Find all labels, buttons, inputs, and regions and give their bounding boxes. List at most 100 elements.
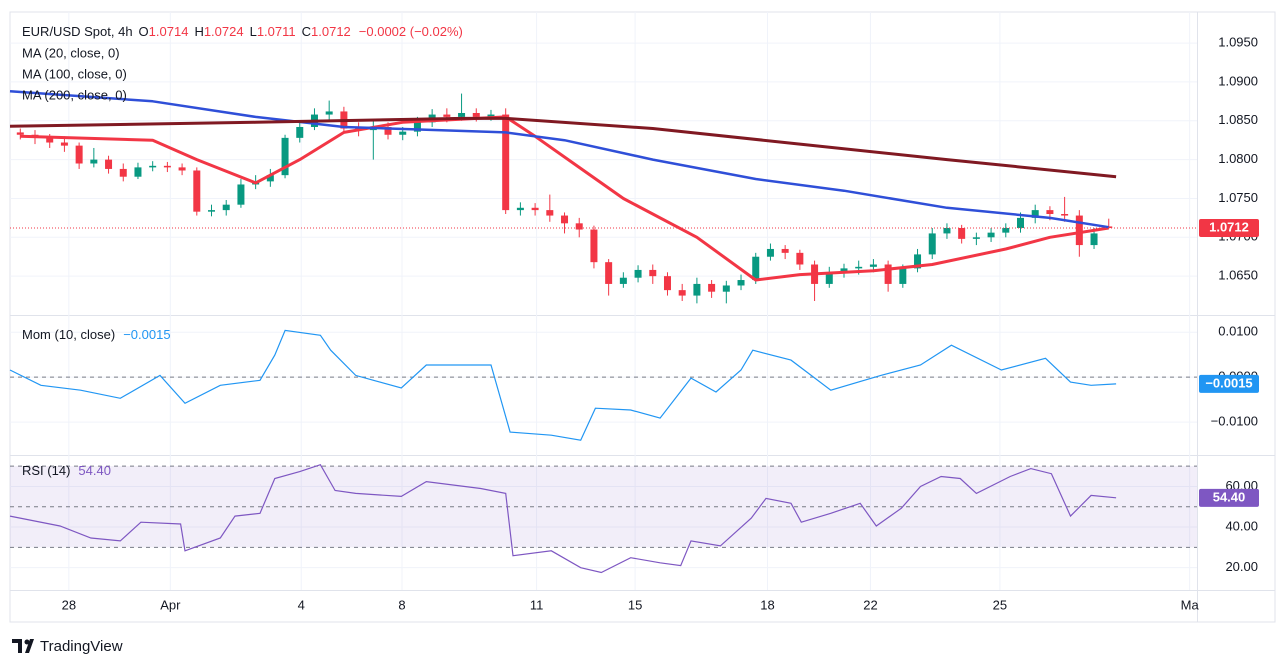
candle-body <box>1090 233 1098 246</box>
value-badge <box>1199 488 1259 507</box>
candle-body <box>296 126 304 138</box>
candle-body <box>663 276 671 291</box>
candle-body <box>634 269 642 278</box>
candle-body <box>619 277 627 284</box>
close-value: 1.0712 <box>311 24 351 39</box>
candle-body <box>222 204 230 211</box>
candle-body <box>708 283 716 292</box>
legend-item: MA (20, close, 0) <box>22 45 120 60</box>
x-tick-label: Apr <box>160 597 181 612</box>
candle-body <box>1046 210 1054 214</box>
candle-body <box>561 215 569 224</box>
y-tick-label: 40.00 <box>1225 518 1258 533</box>
candle-body <box>575 223 583 230</box>
key: C <box>302 24 311 39</box>
key: O <box>139 24 149 39</box>
indicator-line <box>9 329 1117 441</box>
candle-body <box>1031 210 1039 218</box>
x-tick-label: Ma <box>1181 597 1200 612</box>
candle-body <box>649 269 657 277</box>
indicator-value: 54.40 <box>78 463 111 478</box>
candle-body <box>943 227 951 234</box>
x-tick-label: 18 <box>760 597 774 612</box>
x-tick-label: 11 <box>530 597 544 612</box>
candle-body <box>693 283 701 296</box>
candle-body <box>987 232 995 238</box>
header: EUR/USD Spot, 4h O1.0714 H1.0724 L1.0711 C1.… <box>22 24 463 39</box>
logo-dot <box>24 639 30 645</box>
candle-body <box>1061 214 1069 216</box>
indicator-line <box>9 463 1117 574</box>
indicator-name: Mom (10, close) <box>22 327 115 342</box>
candle-body <box>928 233 936 255</box>
candle-body <box>75 145 83 164</box>
key: L <box>250 24 257 39</box>
candle-body <box>119 168 127 177</box>
candle-body <box>472 113 480 117</box>
candle-body <box>605 262 613 284</box>
candle-body <box>781 248 789 253</box>
moving-average <box>9 116 1117 179</box>
change: −0.0002 (−0.02%) <box>359 24 463 39</box>
logo: TradingView <box>12 638 123 655</box>
indicator-legend: Mom (10, close) −0.0015 <box>22 327 171 342</box>
candle-body <box>899 268 907 284</box>
candle-body <box>1075 215 1083 246</box>
high-value: 1.0724 <box>204 24 244 39</box>
y-tick-label: 1.0900 <box>1218 73 1258 88</box>
x-tick-label: 28 <box>62 597 76 612</box>
candle-body <box>516 207 524 211</box>
frame <box>9 11 1276 623</box>
value-badge-label: 54.40 <box>1213 489 1246 504</box>
candle-body <box>443 114 451 117</box>
candle-body <box>105 159 113 169</box>
candle-body <box>90 159 98 164</box>
candle-body <box>737 280 745 286</box>
value-badge-label: −0.0015 <box>1205 375 1252 390</box>
legend-item: MA (100, close, 0) <box>22 66 127 81</box>
candle-body <box>281 137 289 176</box>
indicator-legend: RSI (14) 54.40 <box>22 463 111 478</box>
candle-body <box>487 114 495 117</box>
candle-body <box>590 229 598 263</box>
legend-item: MA (200, close, 0) <box>22 87 127 102</box>
x-tick-label: 25 <box>993 597 1007 612</box>
candle-body <box>752 256 760 281</box>
indicator-value: −0.0015 <box>123 327 170 342</box>
y-tick-label: 1.0750 <box>1218 190 1258 205</box>
candle-body <box>46 137 54 143</box>
candle-body <box>766 248 774 257</box>
candle-body <box>266 175 274 182</box>
candle-body <box>869 264 877 267</box>
y-tick-label: 1.0950 <box>1218 35 1258 50</box>
candle-body <box>208 210 216 212</box>
candle-body <box>678 290 686 296</box>
candle-body <box>796 252 804 265</box>
candle-body <box>384 126 392 135</box>
candle-body <box>855 266 863 269</box>
brand: TradingView <box>40 638 123 655</box>
x-tick-label: 4 <box>298 597 305 612</box>
moving-average <box>9 89 1109 229</box>
candle-body <box>825 272 833 284</box>
candle-body <box>458 113 466 117</box>
candle-body <box>178 167 186 171</box>
y-tick-label: 0.0100 <box>1218 324 1258 339</box>
y-tick-label: 20.00 <box>1225 559 1258 574</box>
price-badge-label: 1.0712 <box>1209 219 1249 234</box>
x-tick-label: 15 <box>628 597 642 612</box>
candle-body <box>546 210 554 216</box>
candle-body <box>840 268 848 273</box>
indicator-name: RSI (14) <box>22 463 70 478</box>
moving-average <box>20 115 1109 282</box>
candle-body <box>399 131 407 135</box>
value-badge <box>1199 374 1259 393</box>
candle-body <box>325 111 333 115</box>
candle-body <box>413 122 421 132</box>
x-tick-label: 22 <box>863 597 877 612</box>
candle-body <box>193 170 201 212</box>
candle-body <box>1002 227 1010 233</box>
candle-body <box>958 227 966 239</box>
